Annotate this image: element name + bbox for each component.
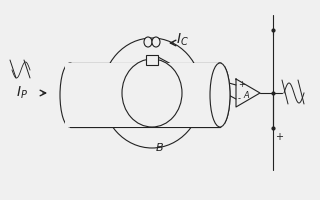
Bar <box>146 55 158 65</box>
Ellipse shape <box>144 37 152 47</box>
Text: +: + <box>275 132 283 142</box>
Text: +: + <box>238 80 245 89</box>
Ellipse shape <box>210 63 230 127</box>
Ellipse shape <box>122 59 182 127</box>
Ellipse shape <box>152 37 160 47</box>
Text: $I_C$: $I_C$ <box>176 32 188 48</box>
Text: $I_P$: $I_P$ <box>16 85 28 101</box>
Text: B: B <box>156 143 164 153</box>
Ellipse shape <box>60 63 80 127</box>
Text: -: - <box>238 94 241 103</box>
Ellipse shape <box>210 63 230 127</box>
Text: A: A <box>243 90 249 99</box>
FancyBboxPatch shape <box>65 63 225 127</box>
Ellipse shape <box>102 38 202 148</box>
